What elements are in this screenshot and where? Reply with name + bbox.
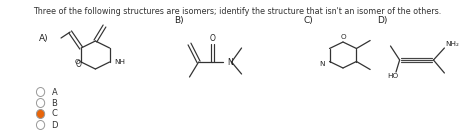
Text: B): B) xyxy=(174,16,183,24)
Circle shape xyxy=(36,121,45,130)
Text: N: N xyxy=(319,60,325,66)
Text: N: N xyxy=(227,58,233,66)
Text: B: B xyxy=(52,99,57,108)
Text: C: C xyxy=(52,109,57,118)
Circle shape xyxy=(36,99,45,108)
Text: HO: HO xyxy=(387,73,398,79)
Text: C): C) xyxy=(304,16,313,24)
Circle shape xyxy=(36,109,45,118)
Text: D: D xyxy=(52,121,58,130)
Text: O: O xyxy=(341,34,346,40)
Text: O: O xyxy=(75,59,80,65)
Text: NH₂: NH₂ xyxy=(445,41,459,47)
Text: D): D) xyxy=(377,16,387,24)
Text: O: O xyxy=(210,33,215,43)
Text: A): A) xyxy=(39,33,48,43)
Text: NH: NH xyxy=(114,59,125,65)
Circle shape xyxy=(36,88,45,96)
Text: O: O xyxy=(75,60,82,68)
Text: A: A xyxy=(52,88,57,96)
Text: Three of the following structures are isomers; identify the structure that isn't: Three of the following structures are is… xyxy=(33,7,441,16)
